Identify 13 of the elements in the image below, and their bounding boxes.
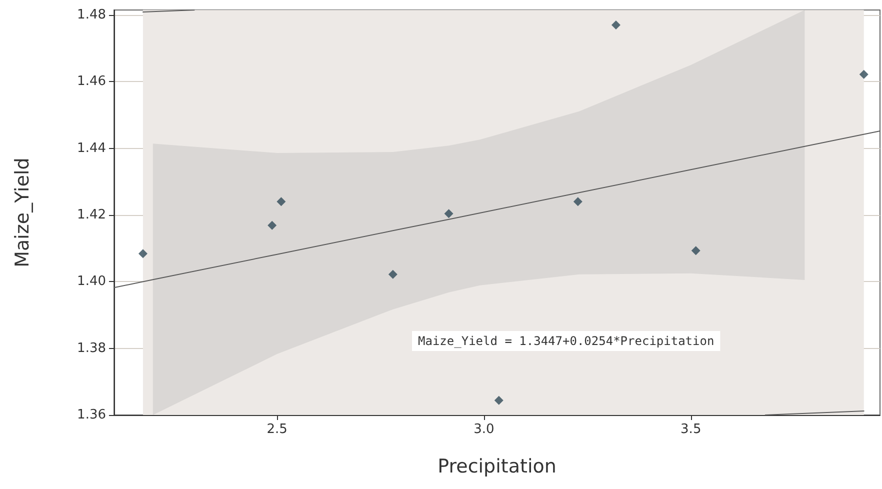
x-tick-label: 3.5 <box>680 422 702 437</box>
y-tick-label: 1.36 <box>77 408 106 422</box>
y-tick-label: 1.38 <box>77 340 106 356</box>
y-tick-label: 1.42 <box>77 208 106 222</box>
x-tick-label: 3.0 <box>474 422 494 437</box>
x-tick-label: 2.5 <box>266 422 288 437</box>
y-tick-label: 1.40 <box>77 274 106 290</box>
annotation: Maize_Yield = 1.3447+0.0254*Precipitation <box>418 334 714 348</box>
y-axis-title: Maize_Yield <box>12 158 34 268</box>
y-tick-label: 1.48 <box>77 8 106 22</box>
x-axis-title: Precipitation <box>438 456 556 478</box>
y-tick-label: 1.46 <box>77 74 106 90</box>
y-tick-label: 1.44 <box>77 140 106 156</box>
